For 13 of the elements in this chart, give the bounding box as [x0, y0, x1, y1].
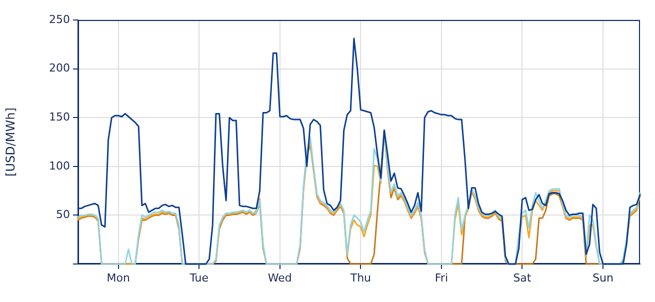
y-axis-title: [USD/MWh]: [3, 108, 18, 176]
y-tick-label: 150: [49, 110, 70, 124]
x-tick-label: Tue: [188, 271, 209, 284]
x-tick-label: Sat: [513, 271, 532, 284]
y-tick-label: 250: [49, 12, 70, 26]
x-tick-label: Fri: [434, 271, 448, 284]
x-tick-label: Sun: [592, 271, 614, 284]
y-tick-label: 100: [49, 159, 70, 172]
x-tick-label: Wed: [268, 271, 292, 284]
y-tick-label: 50: [56, 208, 70, 222]
y-tick-label: 200: [49, 62, 70, 75]
x-tick-label: Thu: [349, 271, 372, 284]
x-tick-label: Mon: [106, 271, 130, 284]
